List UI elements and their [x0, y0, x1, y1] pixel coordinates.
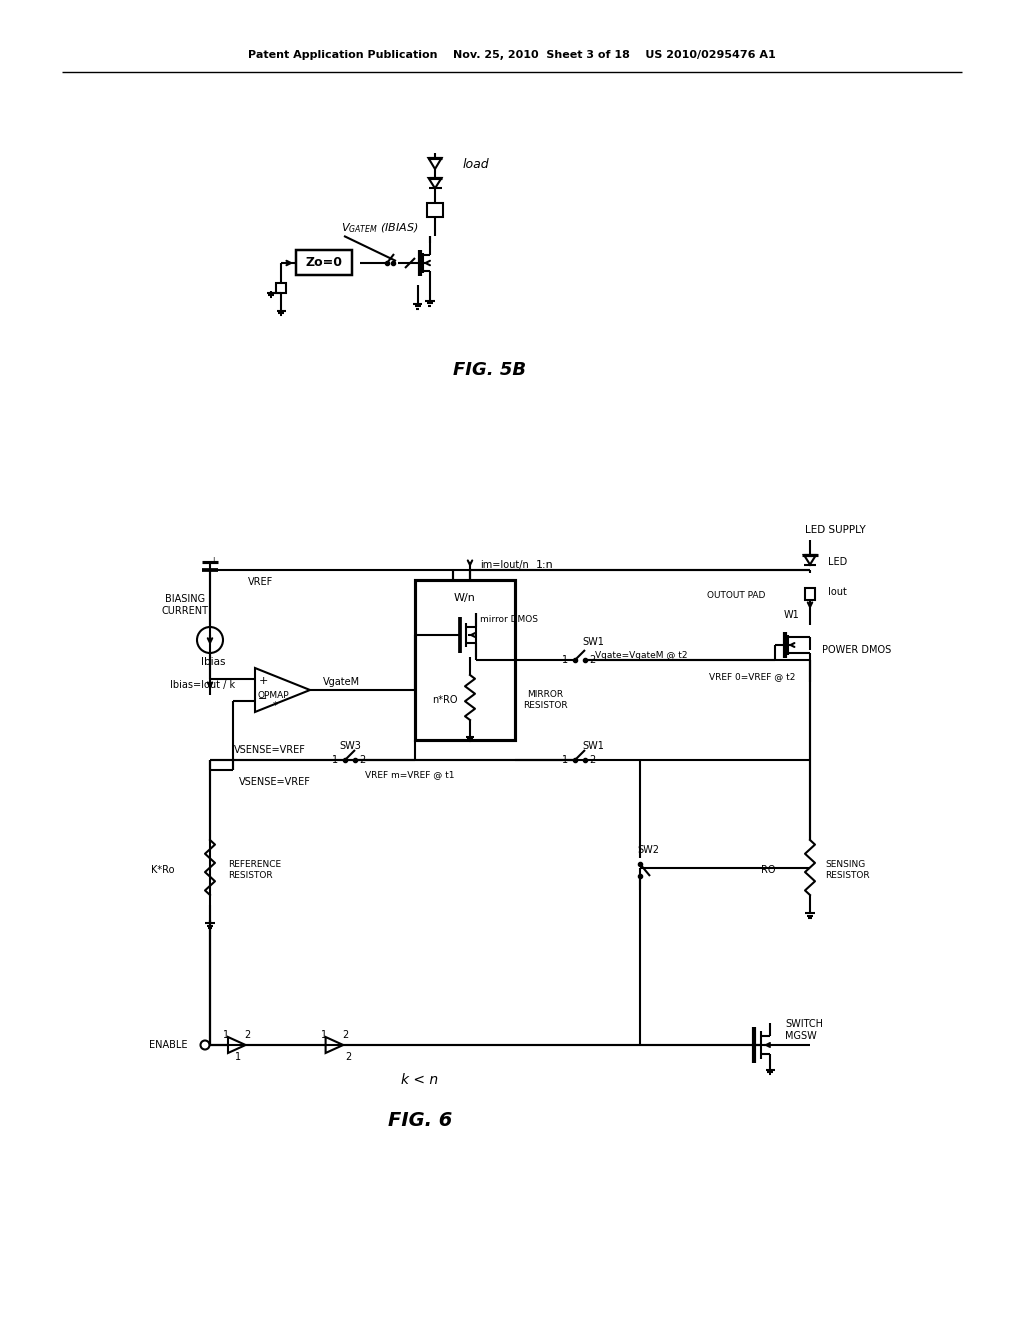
Text: 2: 2 — [342, 1030, 348, 1040]
Text: $V_{GATEM}$ (IBIAS): $V_{GATEM}$ (IBIAS) — [341, 222, 419, 235]
Bar — [296, 249, 352, 275]
Bar — [276, 282, 286, 293]
Text: 1: 1 — [234, 1052, 241, 1063]
Text: Iout: Iout — [828, 587, 847, 597]
Text: Vgate=VgateM @ t2: Vgate=VgateM @ t2 — [595, 651, 687, 660]
Text: −: − — [258, 694, 267, 704]
Text: VgateM: VgateM — [323, 677, 360, 686]
Text: SW3: SW3 — [339, 741, 360, 751]
Text: VREF: VREF — [248, 577, 273, 587]
Text: FIG. 5B: FIG. 5B — [454, 360, 526, 379]
Text: RO: RO — [761, 865, 775, 875]
Text: 1: 1 — [321, 1030, 327, 1040]
Text: VREF m=VREF @ t1: VREF m=VREF @ t1 — [365, 771, 455, 780]
Text: SW2: SW2 — [637, 845, 659, 855]
Bar — [427, 203, 443, 216]
Text: 1: 1 — [562, 755, 568, 766]
Text: POWER DMOS: POWER DMOS — [822, 645, 891, 655]
Text: K*Ro: K*Ro — [152, 865, 175, 875]
Text: OPMAP: OPMAP — [257, 690, 289, 700]
Text: im=Iout/n: im=Iout/n — [480, 560, 528, 570]
Text: 2: 2 — [345, 1052, 351, 1063]
Text: LED: LED — [828, 557, 847, 568]
Text: VSENSE=VREF: VSENSE=VREF — [239, 777, 311, 787]
Bar — [805, 587, 815, 601]
Bar — [415, 579, 515, 741]
Text: SW1: SW1 — [582, 741, 604, 751]
Text: 1: 1 — [562, 655, 568, 665]
Text: BIASING
CURRENT: BIASING CURRENT — [162, 594, 209, 616]
Text: SWITCH
MGSW: SWITCH MGSW — [785, 1019, 823, 1040]
Polygon shape — [428, 158, 441, 169]
Text: *: * — [272, 701, 278, 711]
Text: +: + — [258, 676, 267, 686]
Text: SENSING
RESISTOR: SENSING RESISTOR — [825, 861, 869, 879]
Text: VREF 0=VREF @ t2: VREF 0=VREF @ t2 — [709, 672, 795, 681]
Text: n*RO: n*RO — [432, 696, 458, 705]
Polygon shape — [804, 554, 816, 565]
Text: 2: 2 — [589, 655, 595, 665]
Text: MIRROR
RESISTOR: MIRROR RESISTOR — [522, 690, 567, 710]
Text: ENABLE: ENABLE — [150, 1040, 188, 1049]
Text: 1:n: 1:n — [537, 560, 554, 570]
Text: REFERENCE
RESISTOR: REFERENCE RESISTOR — [228, 861, 282, 879]
Text: LED SUPPLY: LED SUPPLY — [805, 525, 865, 535]
Text: Ibias: Ibias — [201, 657, 225, 667]
Text: 2: 2 — [245, 1030, 251, 1040]
Text: 2: 2 — [589, 755, 595, 766]
Text: 2: 2 — [358, 755, 366, 766]
Text: Zo=0: Zo=0 — [305, 256, 342, 268]
Text: mirror DMOS: mirror DMOS — [480, 615, 538, 624]
Text: Patent Application Publication    Nov. 25, 2010  Sheet 3 of 18    US 2010/029547: Patent Application Publication Nov. 25, … — [248, 50, 776, 59]
Text: W/n: W/n — [454, 593, 476, 603]
Text: load: load — [463, 157, 489, 170]
Text: Ibias=Iout / k: Ibias=Iout / k — [170, 680, 236, 690]
Text: OUTOUT PAD: OUTOUT PAD — [707, 590, 765, 599]
Text: 1: 1 — [223, 1030, 229, 1040]
Text: VSENSE=VREF: VSENSE=VREF — [234, 744, 306, 755]
Text: k < n: k < n — [401, 1073, 438, 1086]
Text: FIG. 6: FIG. 6 — [388, 1110, 453, 1130]
Text: |: | — [212, 557, 214, 564]
Text: 1: 1 — [332, 755, 338, 766]
Text: W1: W1 — [784, 610, 800, 620]
Polygon shape — [428, 178, 441, 189]
Text: SW1: SW1 — [582, 638, 604, 647]
